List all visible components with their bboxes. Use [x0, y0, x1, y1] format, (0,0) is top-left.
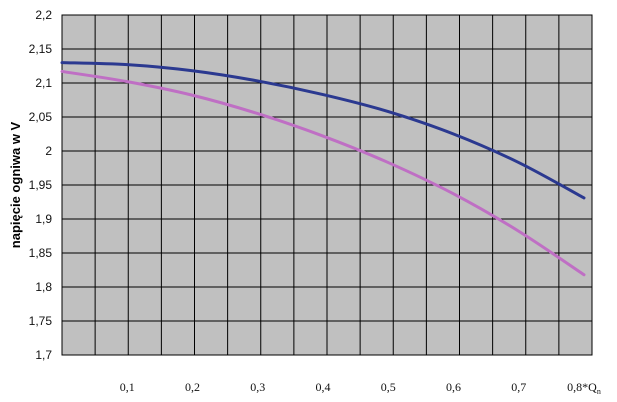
- x-tick-text: 0,1: [120, 380, 135, 394]
- series-line-2: [60, 69, 586, 277]
- y-axis-ticks: 2,2 2,15 2,1 2,05 2 1,95 1,9 1,85 1,8 1,75 1,7: [29, 8, 53, 362]
- x-tick-label: 0,5: [381, 380, 396, 394]
- y-tick-label: 1,75: [29, 314, 53, 328]
- x-tick-text: 0,4: [316, 380, 331, 394]
- y-tick-label: 1,85: [29, 246, 53, 260]
- x-tick-label: 0,4: [316, 380, 331, 394]
- x-tick-text: 0,7: [511, 380, 526, 394]
- x-tick-label: 0,3: [250, 380, 265, 394]
- y-tick-label: 1,7: [35, 348, 52, 362]
- y-tick-label: 1,95: [29, 178, 53, 192]
- y-tick-label: 2,05: [29, 110, 53, 124]
- y-tick-label: 2,1: [35, 76, 52, 90]
- x-tick-label: 0,6: [446, 380, 461, 394]
- y-tick-label: 1,9: [35, 212, 52, 226]
- y-tick-label: 1,8: [35, 280, 52, 294]
- x-tick-subscript: n: [597, 387, 601, 396]
- x-axis-ticks: 0,1 0,2 0,3 0,4 0,5 0,6 0,7 0,8*Qn: [120, 380, 601, 396]
- y-tick-label: 2: [45, 144, 52, 158]
- x-tick-text: 0,5: [381, 380, 396, 394]
- series-group: [60, 61, 586, 277]
- y-tick-label: 2,2: [35, 8, 52, 22]
- series-line-1: [60, 61, 586, 200]
- x-tick-label: 0,2: [185, 380, 200, 394]
- x-tick-label: 0,8*Qn: [567, 380, 601, 396]
- grid: [62, 15, 592, 355]
- x-tick-label: 0,1: [120, 380, 135, 394]
- y-tick-label: 2,15: [29, 42, 53, 56]
- x-tick-text: 0,8*Q: [567, 380, 597, 394]
- x-tick-label: 0,7: [511, 380, 526, 394]
- y-axis-label: napięcie ogniwa w V: [8, 121, 23, 248]
- x-tick-text: 0,2: [185, 380, 200, 394]
- x-tick-text: 0,3: [250, 380, 265, 394]
- x-tick-text: 0,6: [446, 380, 461, 394]
